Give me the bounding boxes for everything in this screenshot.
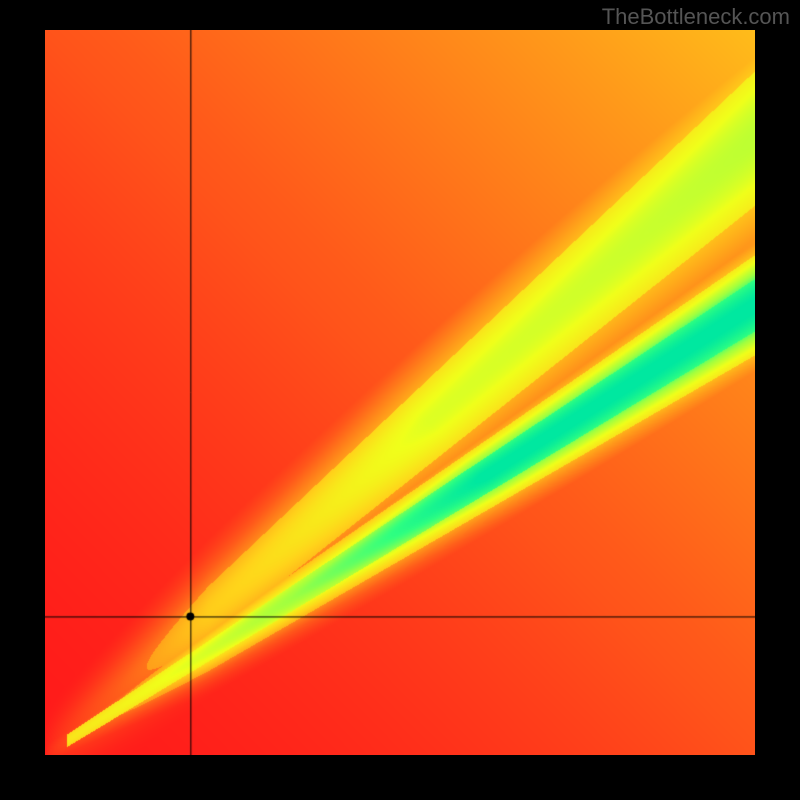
watermark-text: TheBottleneck.com: [602, 4, 790, 30]
heatmap-canvas: [45, 30, 755, 755]
heatmap-plot: [45, 30, 755, 755]
chart-container: TheBottleneck.com: [0, 0, 800, 800]
